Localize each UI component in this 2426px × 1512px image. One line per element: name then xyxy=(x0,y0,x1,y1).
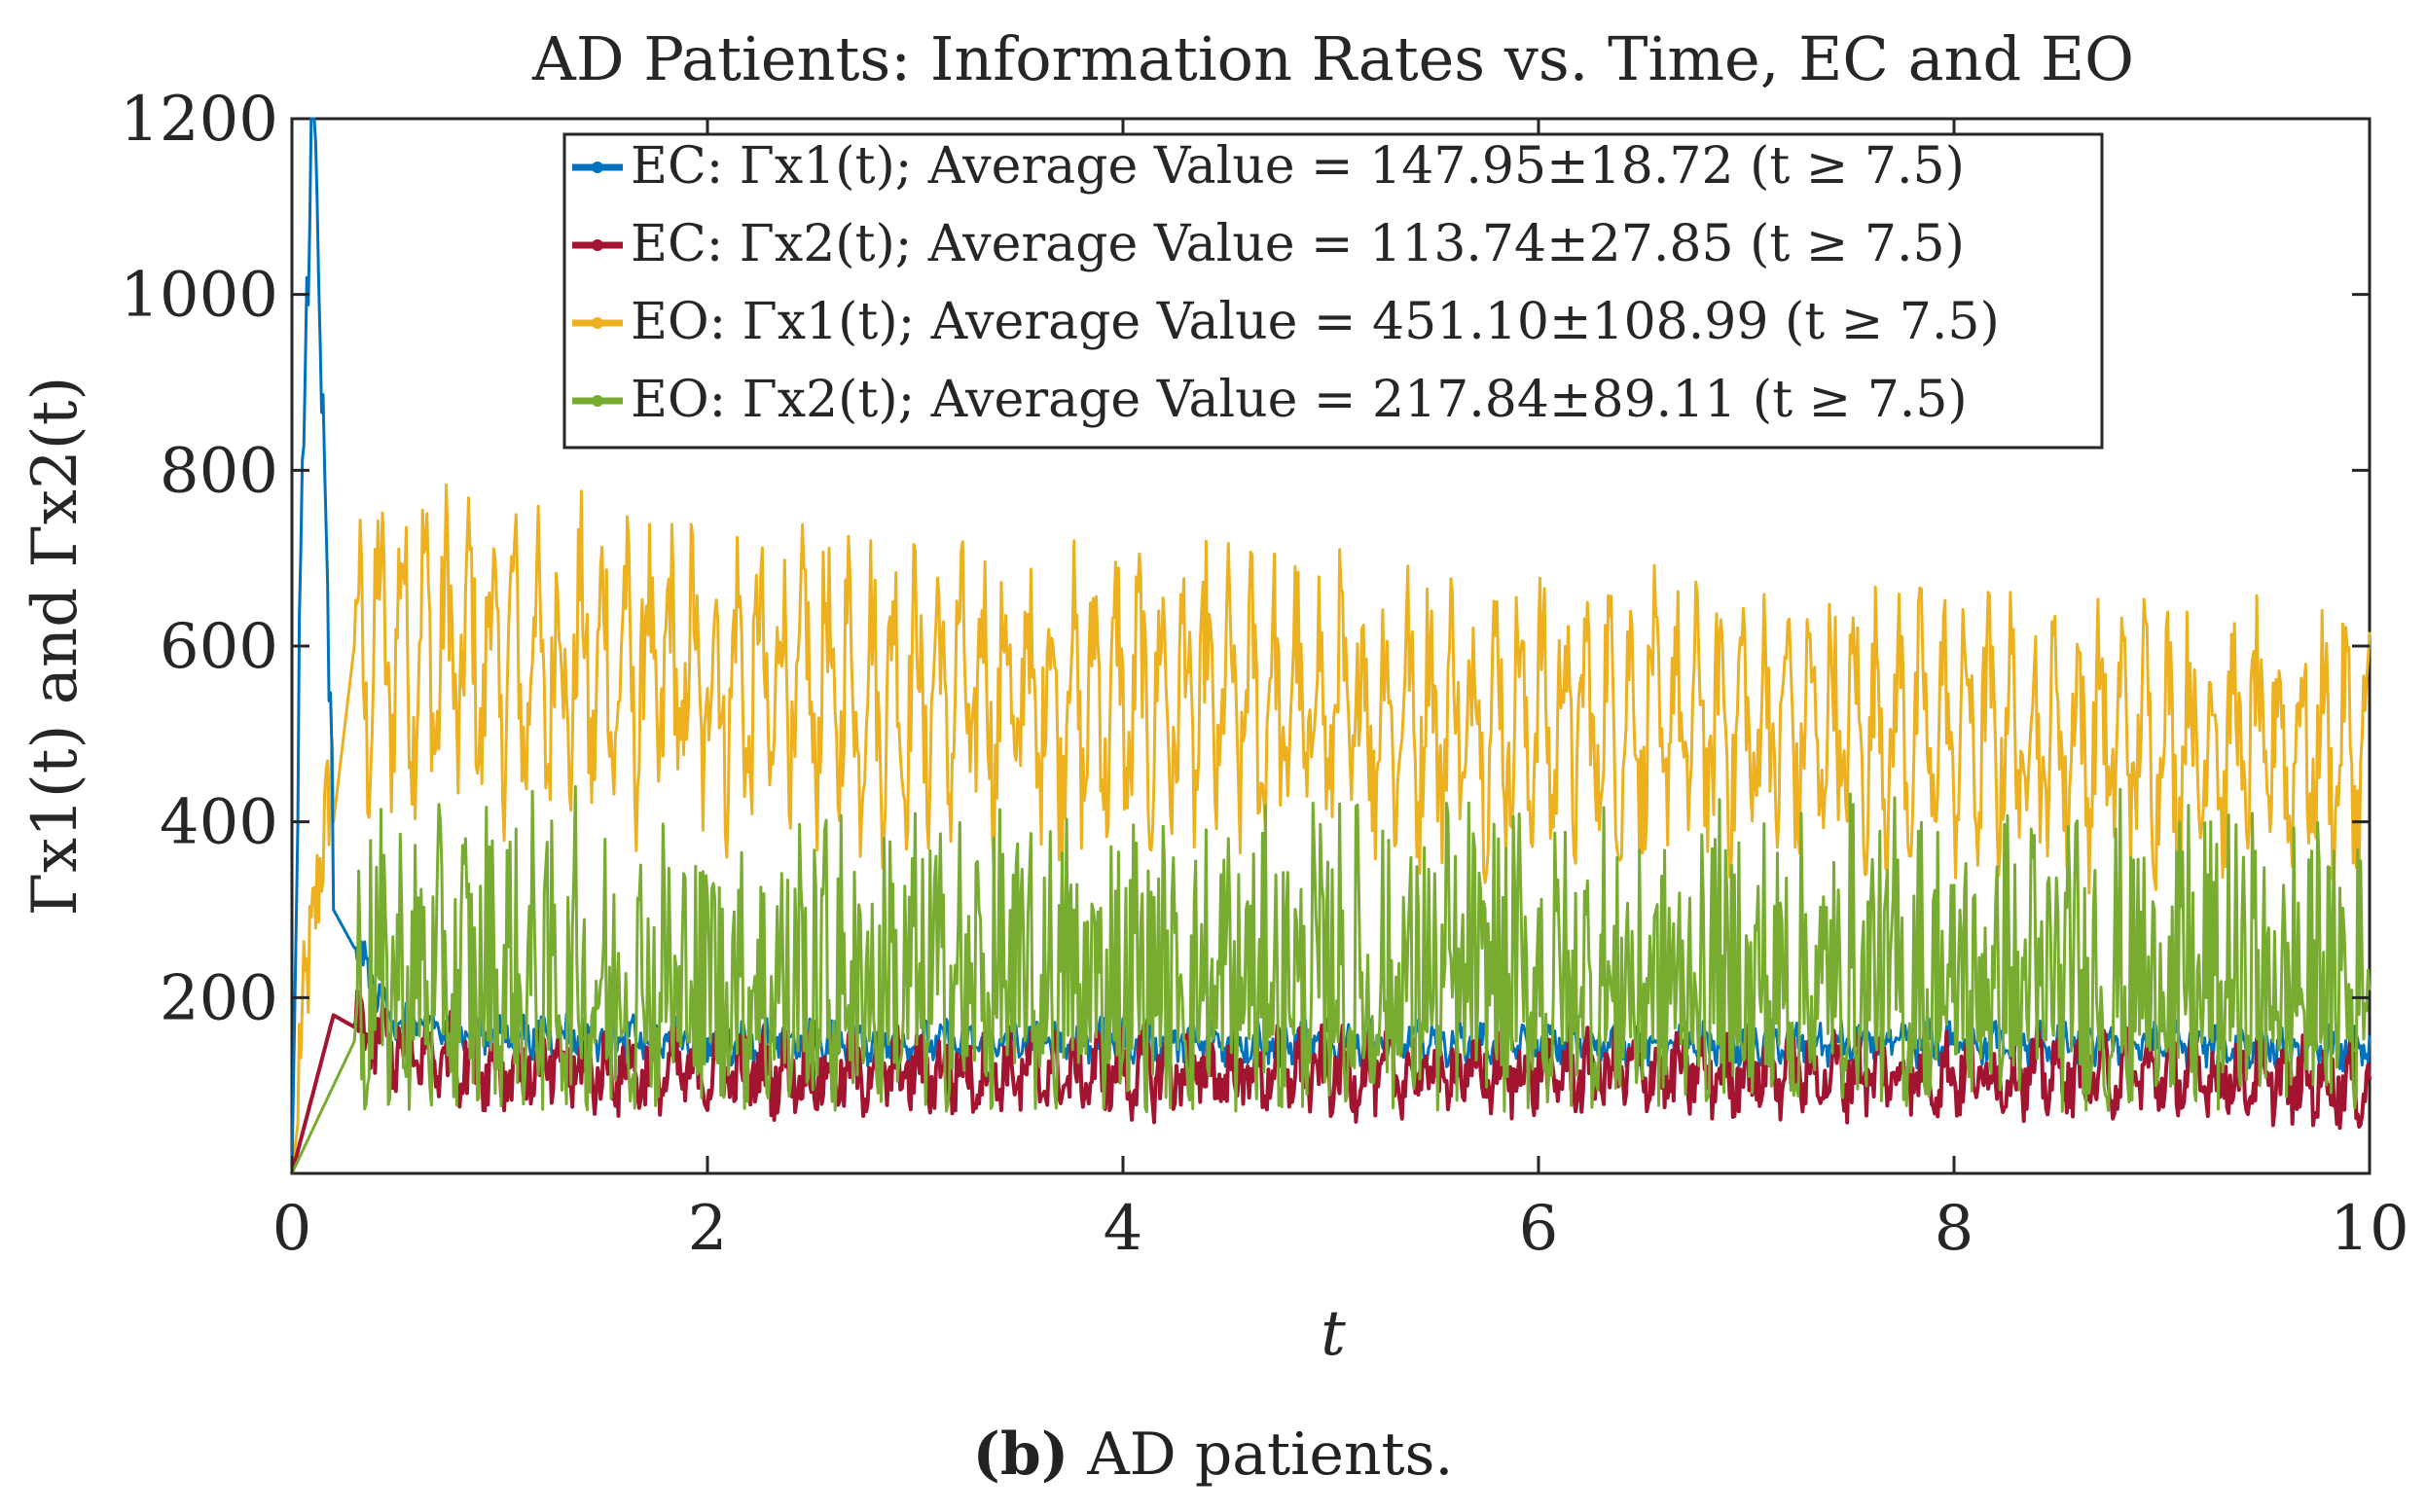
legend-entry-3: EO: Γx1(t); Average Value = 451.10±108.9… xyxy=(631,293,2000,351)
series-line-3 xyxy=(290,483,2372,1174)
series-layer xyxy=(290,117,2372,1174)
legend-entry-2: EC: Γx2(t); Average Value = 113.74±27.85… xyxy=(631,215,1965,273)
y-tick-label: 800 xyxy=(160,435,278,507)
x-tick-label: 8 xyxy=(1935,1193,1974,1265)
y-tick-label: 400 xyxy=(160,787,278,859)
legend-entry-4: EO: Γx2(t); Average Value = 217.84±89.11… xyxy=(631,371,1968,429)
y-axis-label-text: Γx1(t) and Γx2(t) xyxy=(19,377,91,917)
x-tick-label: 2 xyxy=(688,1193,728,1265)
legend-marker-1 xyxy=(592,162,603,173)
x-tick-label: 6 xyxy=(1519,1193,1559,1265)
legend-entries: EC: Γx1(t); Average Value = 147.95±18.72… xyxy=(572,137,2000,429)
y-tick-label: 1200 xyxy=(120,84,278,156)
series-line-4 xyxy=(290,785,2372,1174)
legend-marker-2 xyxy=(592,239,603,251)
legend-marker-3 xyxy=(592,317,603,329)
caption-label: (b) xyxy=(972,1421,1069,1489)
x-tick-label: 4 xyxy=(1104,1193,1143,1265)
ticks-layer: 0 2 4 6 8 10 200 400 600 800 1000 1200 xyxy=(120,84,2409,1265)
y-tick-label: 1000 xyxy=(120,260,278,332)
figure-caption: (b) AD patients. xyxy=(0,1421,2426,1489)
legend-entry-1: EC: Γx1(t); Average Value = 147.95±18.72… xyxy=(631,137,1965,196)
y-tick-label: 600 xyxy=(160,611,278,683)
y-tick-label: 200 xyxy=(160,962,278,1034)
series-line-2 xyxy=(290,989,2372,1174)
chart-title: AD Patients: Information Rates vs. Time,… xyxy=(531,23,2134,94)
x-tick-label: 0 xyxy=(272,1193,312,1265)
legend-box xyxy=(562,132,2104,450)
legend: EC: Γx1(t); Average Value = 147.95±18.72… xyxy=(562,132,2104,450)
x-axis-label: t xyxy=(1321,1298,1346,1370)
y-axis-label: Γx1(t) and Γx2(t) xyxy=(19,377,91,917)
x-tick-label: 10 xyxy=(2330,1193,2408,1265)
caption-text: AD patients. xyxy=(1068,1421,1454,1489)
legend-marker-4 xyxy=(592,395,603,407)
